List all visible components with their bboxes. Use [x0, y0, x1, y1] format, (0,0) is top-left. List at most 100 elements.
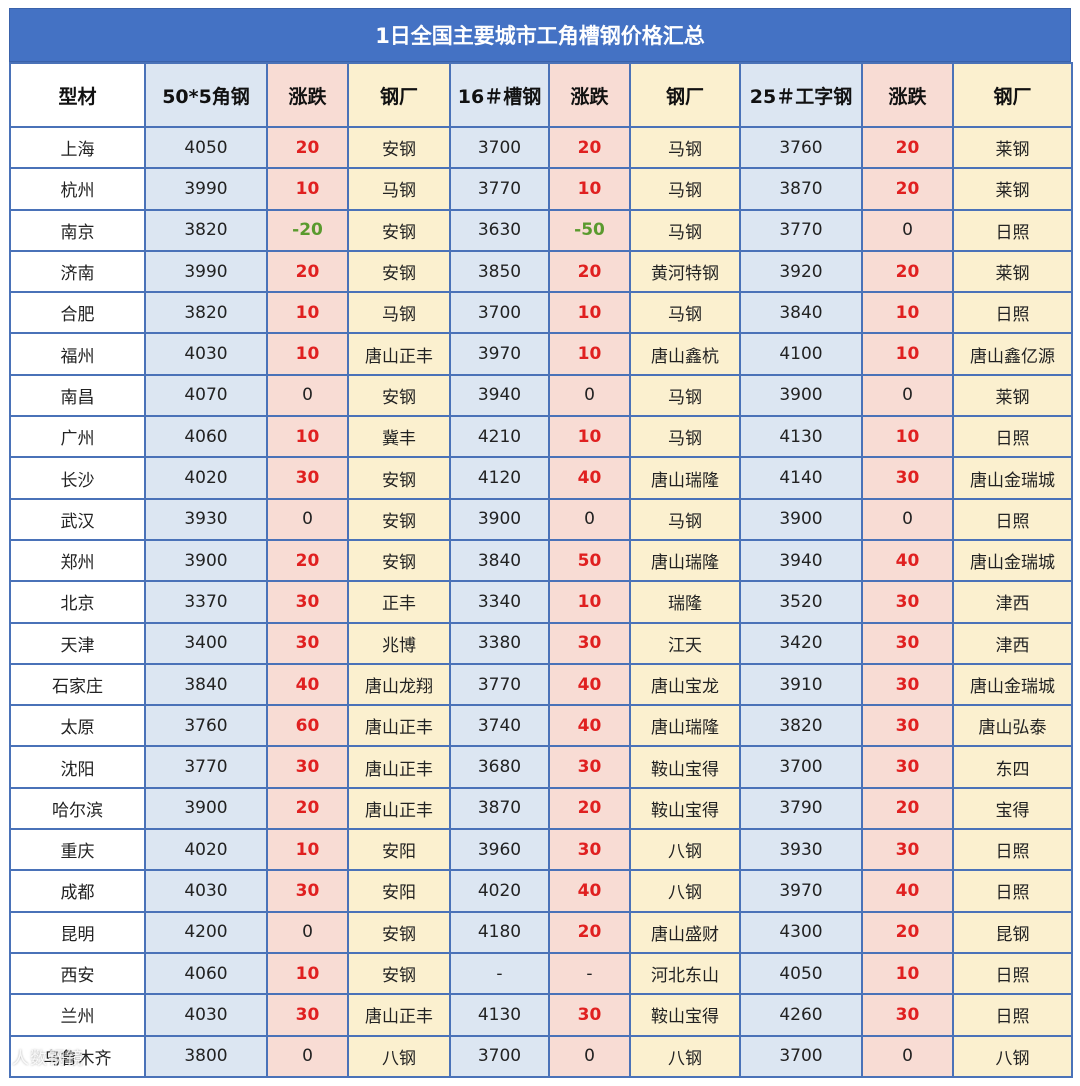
header-type: 型材 — [9, 62, 146, 128]
angle-mill-cell: 安钢 — [347, 951, 451, 996]
table-row: 杭州 3990 10 马钢 3770 10 马钢 3870 20 莱钢 — [9, 167, 1073, 211]
channel-price-cell: 3900 — [449, 497, 550, 541]
ibeam-mill-cell: 唐山金瑞城 — [952, 662, 1073, 707]
channel-change-cell: 0 — [548, 1034, 631, 1078]
angle-change-cell: 20 — [266, 125, 349, 170]
table-row: 南昌 4070 0 安钢 3940 0 马钢 3900 0 莱钢 — [9, 373, 1073, 418]
channel-price-cell: 3770 — [449, 662, 550, 707]
angle-price-cell: 3770 — [144, 745, 268, 789]
ibeam-mill-cell: 唐山金瑞城 — [952, 538, 1073, 583]
header-change-3: 涨跌 — [861, 62, 954, 128]
channel-mill-cell: 鞍山宝得 — [629, 993, 741, 1037]
header-angle-steel: 50*5角钢 — [144, 62, 268, 128]
table-title: 1日全国主要城市工角槽钢价格汇总 — [9, 8, 1071, 62]
angle-change-cell: 10 — [266, 167, 349, 211]
channel-price-cell: - — [449, 951, 550, 996]
city-cell: 兰州 — [9, 993, 146, 1037]
ibeam-mill-cell: 莱钢 — [952, 249, 1073, 294]
table-row: 合肥 3820 10 马钢 3700 10 马钢 3840 10 日照 — [9, 291, 1073, 335]
angle-change-cell: 40 — [266, 662, 349, 707]
angle-price-cell: 3760 — [144, 704, 268, 748]
angle-change-cell: -20 — [266, 208, 349, 252]
angle-mill-cell: 八钢 — [347, 1034, 451, 1078]
table-row: 沈阳 3770 30 唐山正丰 3680 30 鞍山宝得 3700 30 东四 — [9, 745, 1073, 789]
ibeam-mill-cell: 八钢 — [952, 1034, 1073, 1078]
angle-change-cell: 30 — [266, 993, 349, 1037]
ibeam-change-cell: 20 — [861, 125, 954, 170]
angle-price-cell: 4020 — [144, 456, 268, 500]
city-cell: 哈尔滨 — [9, 786, 146, 831]
angle-mill-cell: 安钢 — [347, 208, 451, 252]
channel-price-cell: 3630 — [449, 208, 550, 252]
table-row: 济南 3990 20 安钢 3850 20 黄河特钢 3920 20 莱钢 — [9, 249, 1073, 294]
angle-price-cell: 3820 — [144, 291, 268, 335]
angle-change-cell: 10 — [266, 828, 349, 872]
channel-mill-cell: 马钢 — [629, 167, 741, 211]
angle-mill-cell: 安钢 — [347, 910, 451, 954]
header-mill-1: 钢厂 — [347, 62, 451, 128]
header-change-1: 涨跌 — [266, 62, 349, 128]
angle-change-cell: 0 — [266, 373, 349, 418]
angle-mill-cell: 安钢 — [347, 456, 451, 500]
angle-price-cell: 3900 — [144, 538, 268, 583]
ibeam-change-cell: 10 — [861, 415, 954, 459]
angle-mill-cell: 马钢 — [347, 291, 451, 335]
channel-change-cell: 10 — [548, 580, 631, 624]
ibeam-price-cell: 4130 — [739, 415, 863, 459]
angle-mill-cell: 安阳 — [347, 869, 451, 913]
channel-price-cell: 3700 — [449, 125, 550, 170]
ibeam-change-cell: 20 — [861, 249, 954, 294]
ibeam-change-cell: 10 — [861, 332, 954, 376]
table-row: 重庆 4020 10 安阳 3960 30 八钢 3930 30 日照 — [9, 828, 1073, 872]
city-cell: 济南 — [9, 249, 146, 294]
angle-price-cell: 3800 — [144, 1034, 268, 1078]
ibeam-change-cell: 30 — [861, 993, 954, 1037]
angle-mill-cell: 安钢 — [347, 249, 451, 294]
angle-price-cell: 3930 — [144, 497, 268, 541]
channel-change-cell: 40 — [548, 456, 631, 500]
ibeam-mill-cell: 日照 — [952, 415, 1073, 459]
channel-change-cell: 40 — [548, 662, 631, 707]
ibeam-change-cell: 0 — [861, 373, 954, 418]
channel-change-cell: 40 — [548, 704, 631, 748]
city-cell: 郑州 — [9, 538, 146, 583]
city-cell: 北京 — [9, 580, 146, 624]
channel-mill-cell: 马钢 — [629, 415, 741, 459]
city-cell: 福州 — [9, 332, 146, 376]
angle-price-cell: 4070 — [144, 373, 268, 418]
table-row: 太原 3760 60 唐山正丰 3740 40 唐山瑞隆 3820 30 唐山弘泰 — [9, 704, 1073, 748]
channel-price-cell: 4120 — [449, 456, 550, 500]
table-row: 福州 4030 10 唐山正丰 3970 10 唐山鑫杭 4100 10 唐山鑫亿源 — [9, 332, 1073, 376]
channel-price-cell: 3680 — [449, 745, 550, 789]
city-cell: 昆明 — [9, 910, 146, 954]
header-mill-3: 钢厂 — [952, 62, 1073, 128]
channel-mill-cell: 江天 — [629, 621, 741, 665]
ibeam-mill-cell: 津西 — [952, 580, 1073, 624]
table-row: 北京 3370 30 正丰 3340 10 瑞隆 3520 30 津西 — [9, 580, 1073, 624]
city-cell: 合肥 — [9, 291, 146, 335]
angle-mill-cell: 唐山正丰 — [347, 704, 451, 748]
channel-change-cell: 30 — [548, 745, 631, 789]
ibeam-mill-cell: 莱钢 — [952, 373, 1073, 418]
angle-price-cell: 4200 — [144, 910, 268, 954]
ibeam-mill-cell: 唐山鑫亿源 — [952, 332, 1073, 376]
ibeam-mill-cell: 日照 — [952, 497, 1073, 541]
ibeam-change-cell: 20 — [861, 167, 954, 211]
ibeam-price-cell: 3970 — [739, 869, 863, 913]
city-cell: 南京 — [9, 208, 146, 252]
angle-change-cell: 10 — [266, 415, 349, 459]
ibeam-price-cell: 3920 — [739, 249, 863, 294]
channel-mill-cell: 唐山宝龙 — [629, 662, 741, 707]
angle-price-cell: 4030 — [144, 332, 268, 376]
angle-change-cell: 0 — [266, 910, 349, 954]
channel-price-cell: 4180 — [449, 910, 550, 954]
ibeam-price-cell: 3930 — [739, 828, 863, 872]
table-row: 广州 4060 10 冀丰 4210 10 马钢 4130 10 日照 — [9, 415, 1073, 459]
angle-price-cell: 3900 — [144, 786, 268, 831]
ibeam-change-cell: 20 — [861, 786, 954, 831]
ibeam-price-cell: 3910 — [739, 662, 863, 707]
ibeam-change-cell: 0 — [861, 208, 954, 252]
channel-change-cell: 0 — [548, 373, 631, 418]
ibeam-change-cell: 10 — [861, 291, 954, 335]
ibeam-price-cell: 3700 — [739, 745, 863, 789]
